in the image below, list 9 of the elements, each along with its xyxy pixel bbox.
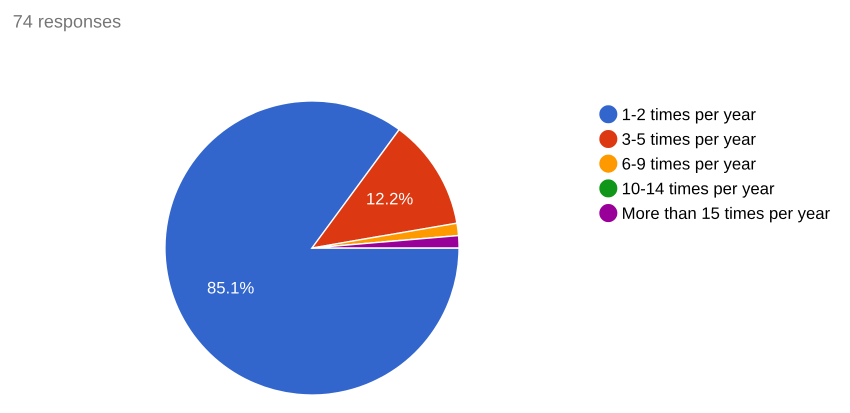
legend-label: More than 15 times per year [623, 206, 830, 222]
chart-title: 74 responses [14, 15, 120, 32]
pie-slice [164, 100, 460, 396]
legend-label: 3-5 times per year [622, 132, 756, 148]
data-label: 12.2% [367, 192, 413, 205]
data-label: 85.1% [208, 282, 254, 294]
legend-label: 6-9 times per year [622, 157, 756, 173]
legend-label: 1-2 times per year [622, 108, 756, 124]
legend-label: 10-14 times per year [622, 182, 774, 198]
